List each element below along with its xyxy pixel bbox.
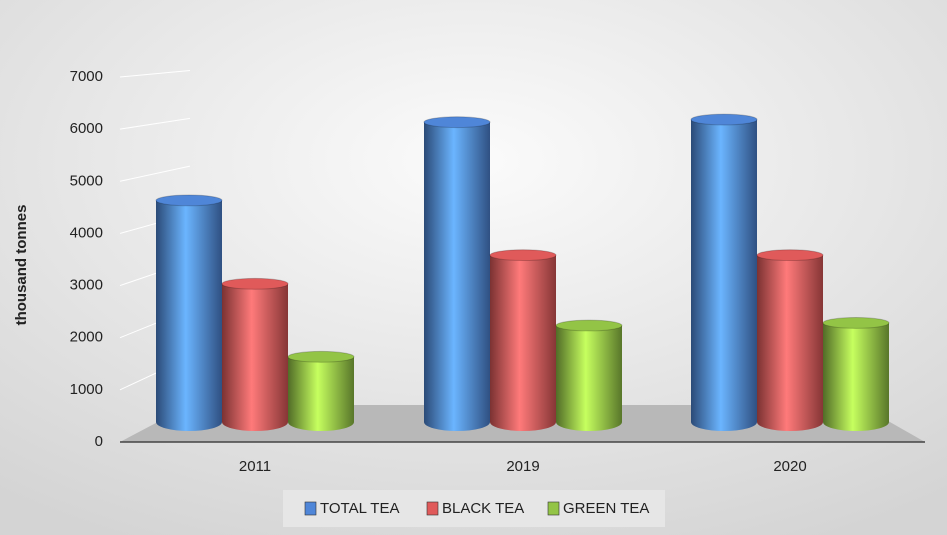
grid-line <box>119 70 191 78</box>
bar <box>823 322 889 422</box>
bar-cap <box>155 194 223 207</box>
y-tick-label: 5000 <box>70 172 103 189</box>
bar-base <box>424 413 490 431</box>
y-tick-label: 7000 <box>70 68 103 85</box>
bar <box>556 325 622 422</box>
bar-base <box>490 413 556 431</box>
bar <box>490 255 556 422</box>
legend-label: TOTAL TEA <box>320 500 399 517</box>
y-tick-label: 3000 <box>70 277 103 294</box>
bar-base <box>556 413 622 431</box>
bar-cap <box>690 113 758 126</box>
bar-cap <box>822 317 890 329</box>
legend-swatch <box>547 501 560 516</box>
legend-label: GREEN TEA <box>563 500 649 517</box>
bar-base <box>222 413 288 431</box>
bar-cap <box>287 350 355 363</box>
bar-cap <box>756 249 824 262</box>
bar-cap <box>423 116 491 129</box>
bar-base <box>691 413 757 431</box>
bar-base <box>288 413 354 431</box>
bar-base <box>156 413 222 431</box>
bar <box>757 255 823 422</box>
grid-line <box>119 165 191 182</box>
bar <box>691 119 757 423</box>
grid-line <box>119 117 191 130</box>
bar-base <box>823 413 889 431</box>
legend-swatch <box>304 501 317 516</box>
x-tick-label: 2019 <box>506 458 539 475</box>
bar <box>288 356 354 422</box>
x-tick-label: 2011 <box>239 458 271 475</box>
bar <box>156 200 222 422</box>
bar <box>222 283 288 422</box>
y-tick-label: 2000 <box>70 329 103 346</box>
bar <box>424 122 490 422</box>
y-tick-label: 4000 <box>70 224 103 241</box>
bar-cap <box>555 319 623 332</box>
bar-base <box>757 413 823 431</box>
legend <box>283 490 665 527</box>
x-tick-label: 2020 <box>773 458 806 475</box>
y-tick-label: 0 <box>95 433 103 450</box>
y-tick-label: 6000 <box>70 120 103 137</box>
bar-cap <box>221 277 289 290</box>
y-tick-label: 1000 <box>70 381 103 398</box>
legend-swatch <box>426 501 439 516</box>
bar-cap <box>489 249 557 262</box>
legend-label: BLACK TEA <box>442 500 524 517</box>
y-axis-label: thousand tonnes <box>13 205 30 326</box>
